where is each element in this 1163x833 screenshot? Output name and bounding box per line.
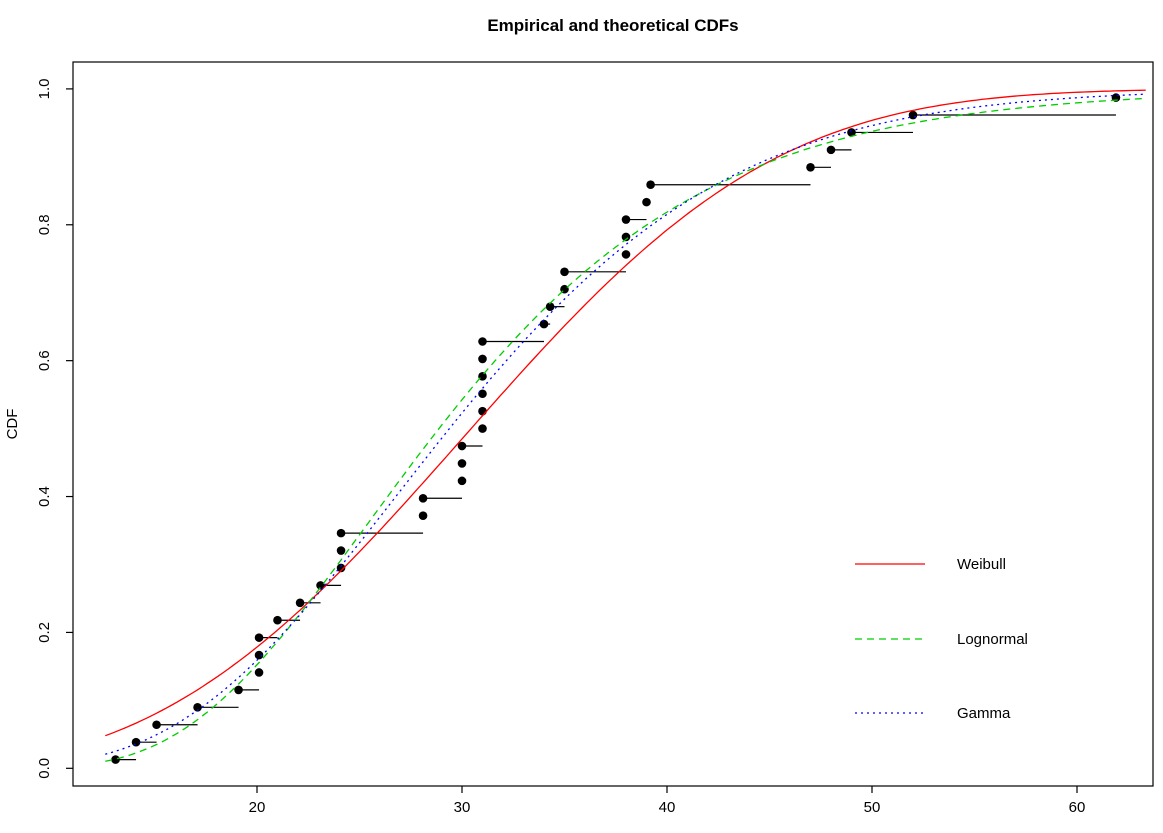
ecdf-point [908, 110, 918, 120]
plot-box [72, 61, 1154, 787]
ecdf-point [193, 703, 202, 712]
chart-title: Empirical and theoretical CDFs [487, 16, 738, 35]
ecdf-point [478, 389, 487, 399]
y-tick-label: 1.0 [36, 78, 53, 99]
ecdf-point [273, 615, 282, 625]
ecdf-point [806, 162, 815, 172]
ecdf-point [254, 668, 264, 677]
ecdf-point [478, 406, 487, 416]
ecdf-point [131, 737, 141, 747]
ecdf-point [418, 511, 428, 521]
ecdf-point [234, 685, 243, 695]
legend-label-lognormal: Lognormal [957, 631, 1028, 648]
ecdf-point [295, 598, 305, 608]
ecdf-point [478, 337, 487, 346]
plot-frame [72, 61, 1154, 787]
ecdf-point [336, 546, 346, 555]
y-axis: 0.0 0.2 0.4 0.6 0.8 1.0 [36, 78, 73, 779]
y-axis-title: CDF [4, 409, 21, 440]
ecdf-point [336, 563, 346, 573]
ecdf-point [457, 441, 467, 451]
legend-label-gamma: Gamma [957, 705, 1011, 722]
ecdf-point [642, 197, 651, 207]
ecdf-point [152, 720, 161, 730]
x-tick-label: 60 [1069, 799, 1086, 816]
fit-curve-lognormal [105, 97, 1146, 762]
ecdf-point [560, 267, 569, 277]
legend-item-lognormal: Lognormal [855, 631, 1028, 648]
ecdf-point [316, 581, 325, 590]
legend-item-gamma: Gamma [855, 705, 1011, 722]
legend-label-weibull: Weibull [957, 556, 1006, 573]
fitted-curves-layer [105, 89, 1146, 762]
x-tick-label: 50 [864, 799, 881, 816]
y-tick-label: 0.0 [36, 758, 53, 779]
ecdf-point [457, 459, 467, 468]
y-tick-label: 0.6 [36, 350, 53, 371]
ecdf-point [826, 145, 836, 155]
y-tick-label: 0.4 [36, 486, 53, 507]
ecdf-point [545, 302, 555, 311]
fit-curve-gamma [105, 93, 1146, 755]
legend-item-weibull: Weibull [855, 556, 1006, 573]
empirical-cdf-layer [111, 93, 1121, 764]
ecdf-point [254, 650, 264, 660]
ecdf-point [621, 232, 631, 242]
y-tick-label: 0.2 [36, 622, 53, 643]
ecdf-point [621, 250, 631, 259]
ecdf-point [621, 215, 631, 224]
ecdf-point [457, 476, 467, 486]
x-axis: 20 30 40 50 60 [249, 786, 1086, 816]
x-tick-label: 20 [249, 799, 266, 816]
legend: Weibull Lognormal Gamma [855, 556, 1028, 722]
ecdf-point [418, 493, 428, 503]
ecdf-point [847, 128, 856, 137]
ecdf-point [254, 633, 264, 642]
ecdf-point [539, 319, 549, 329]
ecdf-point [646, 180, 655, 190]
ecdf-point [478, 424, 487, 433]
y-tick-label: 0.8 [36, 214, 53, 235]
x-tick-label: 40 [659, 799, 676, 816]
ecdf-point [478, 354, 487, 364]
ecdf-point [336, 528, 346, 538]
ecdf-point [111, 755, 120, 764]
fit-curve-weibull [105, 89, 1146, 737]
x-tick-label: 30 [454, 799, 471, 816]
